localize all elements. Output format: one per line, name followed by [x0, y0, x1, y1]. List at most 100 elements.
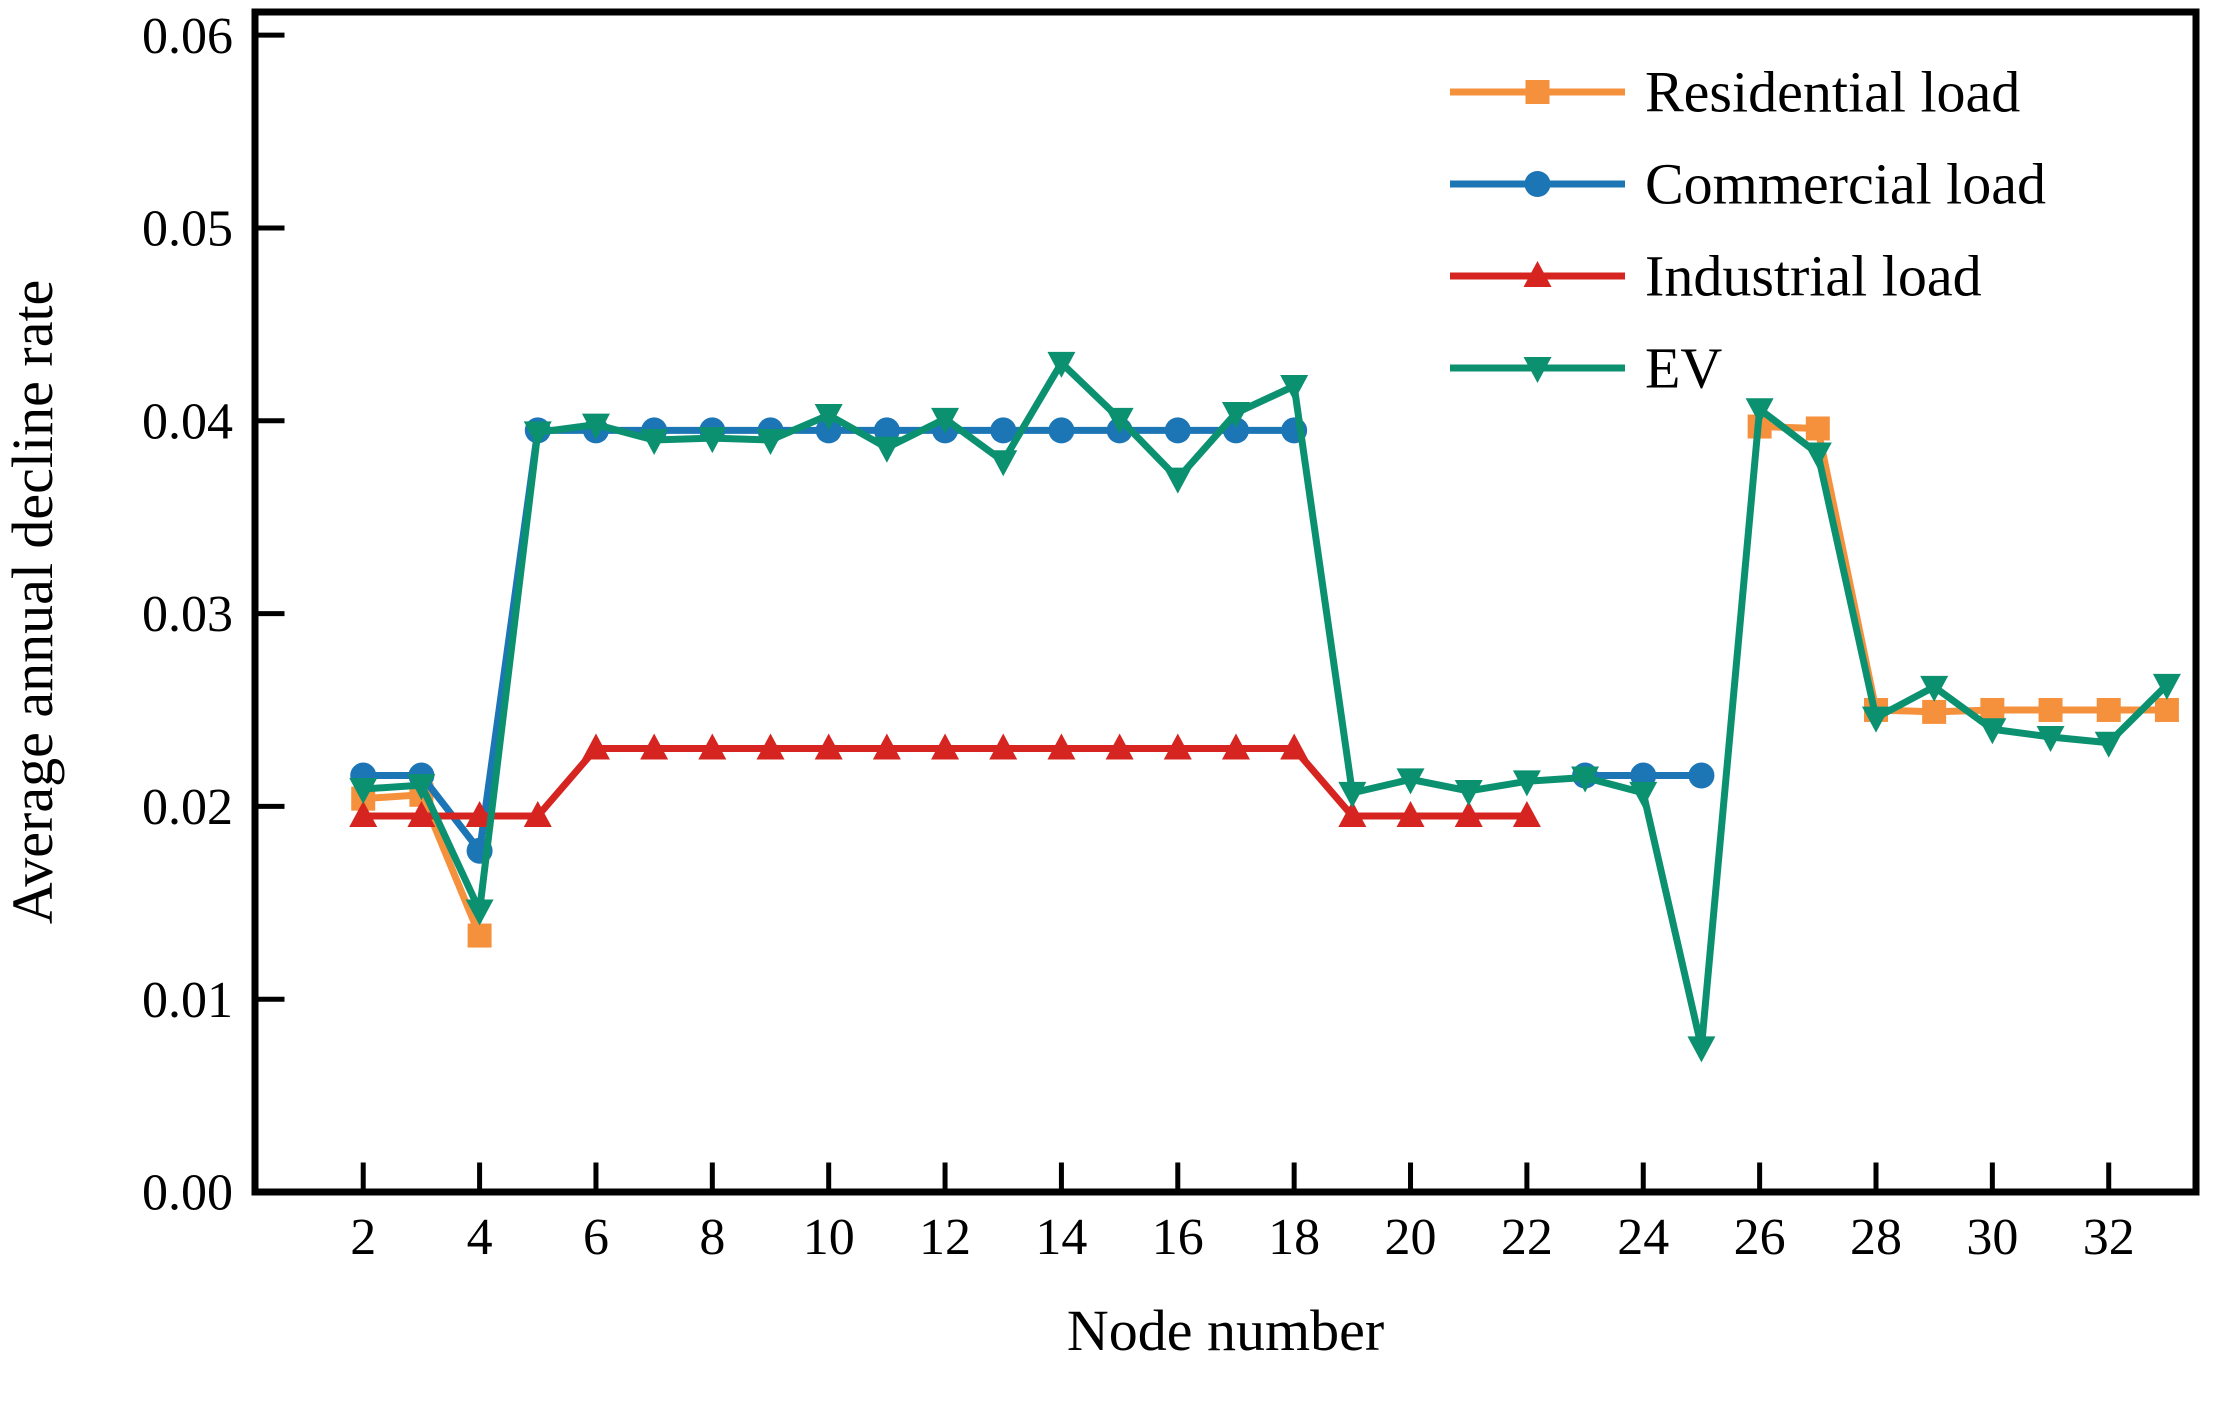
data-point-marker — [872, 733, 901, 760]
data-point-marker — [523, 801, 552, 828]
x-tick-label: 10 — [803, 1209, 855, 1266]
data-point-marker — [1221, 733, 1250, 760]
data-point-marker — [1396, 801, 1425, 828]
y-tick-label: 0.03 — [142, 586, 233, 643]
data-point-marker — [2096, 697, 2121, 722]
data-point-marker — [407, 774, 436, 801]
plot-box — [251, 8, 2200, 1196]
data-point-marker — [1280, 733, 1309, 760]
y-tick-label: 0.02 — [142, 779, 233, 836]
y-tick-label: 0.00 — [142, 1165, 233, 1222]
x-tick-label: 12 — [919, 1209, 971, 1266]
legend-label: Residential load — [1645, 60, 2020, 125]
data-point-marker — [1221, 402, 1250, 429]
series-industrial-load — [349, 733, 1541, 828]
data-point-marker — [1980, 697, 2005, 722]
x-tick-label: 16 — [1152, 1209, 1204, 1266]
data-point-marker — [989, 733, 1018, 760]
legend-label: Commercial load — [1645, 152, 2046, 217]
data-point-marker — [1280, 375, 1309, 402]
data-point-marker — [756, 733, 785, 760]
data-point-marker — [1920, 675, 1949, 702]
legend-item-ev: EV — [1450, 336, 1722, 401]
x-tick-label: 8 — [699, 1209, 725, 1266]
data-point-marker — [2154, 697, 2179, 722]
x-tick-label: 28 — [1850, 1209, 1902, 1266]
data-point-marker — [872, 436, 901, 463]
y-axis-title: Average annual decline rate — [0, 280, 65, 925]
y-tick-label: 0.04 — [142, 393, 233, 450]
data-point-marker — [1163, 467, 1192, 494]
data-point-marker — [467, 923, 492, 948]
data-point-marker — [1745, 398, 1774, 425]
data-point-marker — [1105, 733, 1134, 760]
series-line — [363, 426, 1295, 860]
data-point-marker — [1338, 781, 1367, 808]
data-point-marker — [814, 733, 843, 760]
x-axis-title: Node number — [1067, 1298, 1384, 1363]
data-point-marker — [349, 778, 378, 805]
data-point-marker — [931, 733, 960, 760]
series-residential-load — [351, 414, 2179, 948]
data-point-marker — [2152, 673, 2181, 700]
data-point-marker — [698, 733, 727, 760]
data-point-marker — [2038, 697, 2063, 722]
x-tick-label: 32 — [2083, 1209, 2135, 1266]
x-tick-label: 18 — [1268, 1209, 1320, 1266]
data-point-marker — [1978, 718, 2007, 745]
data-point-marker — [1454, 801, 1483, 828]
x-tick-label: 2 — [350, 1209, 376, 1266]
data-point-marker — [1571, 766, 1600, 793]
data-point-marker — [1047, 351, 1076, 378]
data-point-marker — [1338, 801, 1367, 828]
legend-label: EV — [1645, 336, 1722, 401]
data-point-marker — [465, 801, 494, 828]
y-tick-label: 0.06 — [142, 8, 233, 65]
x-tick-label: 6 — [583, 1209, 609, 1266]
x-tick-label: 14 — [1035, 1209, 1087, 1266]
x-tick-label: 4 — [467, 1209, 493, 1266]
data-point-marker — [1861, 706, 1890, 733]
legend-item-industrial-load: Industrial load — [1450, 244, 1982, 309]
y-axis: 0.00 0.01 0.02 0.03 0.04 0.05 0.06 — [142, 8, 285, 1222]
data-point-marker — [1164, 417, 1191, 444]
data-point-marker — [407, 801, 436, 828]
series-line — [362, 357, 2170, 1049]
data-point-marker — [349, 801, 378, 828]
data-point-marker — [1525, 80, 1550, 104]
data-point-marker — [814, 403, 843, 430]
x-tick-label: 26 — [1734, 1209, 1786, 1266]
x-tick-label: 24 — [1617, 1209, 1669, 1266]
data-point-marker — [989, 450, 1018, 477]
data-point-marker — [2036, 725, 2065, 752]
y-tick-label: 0.01 — [142, 972, 233, 1029]
x-tick-label: 22 — [1501, 1209, 1553, 1266]
data-point-marker — [640, 733, 669, 760]
data-point-marker — [581, 733, 610, 760]
data-point-marker — [1629, 781, 1658, 808]
data-point-marker — [1524, 171, 1551, 197]
data-point-marker — [1523, 357, 1552, 383]
legend-label: Industrial load — [1645, 244, 1982, 309]
data-point-marker — [2094, 731, 2123, 758]
data-point-marker — [1803, 442, 1832, 469]
data-point-marker — [756, 429, 785, 456]
data-point-marker — [1805, 416, 1830, 441]
legend: Residential load Commercial load Industria… — [1450, 60, 2046, 401]
data-point-marker — [1688, 762, 1715, 789]
data-point-marker — [1454, 779, 1483, 806]
x-axis: 2 4 6 8 10 12 14 16 18 20 22 24 26 28 30 32 — [350, 1162, 2135, 1266]
data-point-marker — [1512, 801, 1541, 828]
data-point-marker — [640, 429, 669, 456]
data-point-marker — [523, 421, 552, 448]
data-point-marker — [698, 427, 727, 454]
data-point-marker — [1048, 417, 1075, 444]
data-point-marker — [1512, 770, 1541, 797]
y-tick-label: 0.05 — [142, 201, 233, 258]
series-ev — [349, 351, 2181, 1063]
data-point-marker — [1105, 407, 1134, 434]
data-point-marker — [990, 417, 1017, 444]
legend-item-residential-load: Residential load — [1450, 60, 2020, 125]
